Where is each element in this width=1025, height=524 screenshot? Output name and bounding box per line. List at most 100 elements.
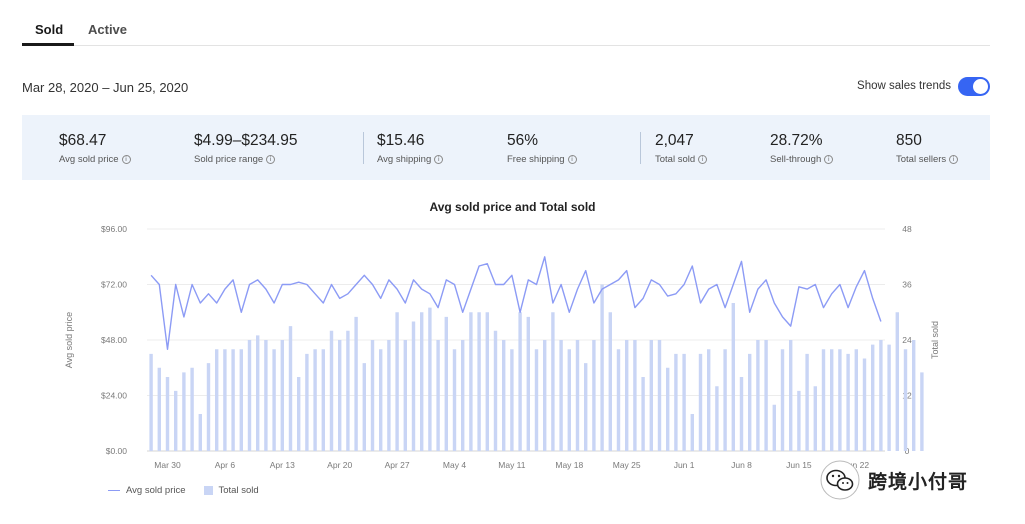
info-icon[interactable]: i bbox=[698, 155, 708, 164]
bar bbox=[321, 349, 325, 451]
y-left-tick-label: $24.00 bbox=[101, 391, 127, 401]
legend-bar-swatch bbox=[203, 486, 213, 495]
bar bbox=[502, 340, 506, 451]
x-tick-label: Jun 22 bbox=[844, 460, 870, 470]
legend-item-total-sold[interactable]: Total sold bbox=[218, 485, 259, 496]
bar bbox=[567, 349, 571, 451]
stat-label: Sell-through bbox=[770, 154, 822, 165]
bar bbox=[182, 372, 186, 451]
bar bbox=[920, 372, 924, 451]
bar bbox=[362, 363, 366, 451]
stat-value: $15.46 bbox=[377, 132, 425, 149]
y-left-tick-label: $72.00 bbox=[101, 280, 127, 290]
bar bbox=[403, 340, 407, 451]
bar bbox=[789, 340, 793, 451]
watermark: 跨境小付哥 bbox=[820, 460, 968, 500]
bar bbox=[272, 349, 276, 451]
info-icon[interactable]: i bbox=[434, 155, 444, 164]
bar bbox=[797, 390, 801, 451]
bar bbox=[707, 349, 711, 451]
toggle-knob bbox=[973, 79, 988, 94]
bar bbox=[633, 340, 637, 451]
y-left-tick-label: $96.00 bbox=[101, 224, 127, 234]
bar bbox=[690, 414, 694, 451]
bar bbox=[297, 377, 301, 451]
sales-trends-toggle[interactable] bbox=[958, 77, 990, 96]
info-icon[interactable]: i bbox=[824, 155, 834, 164]
bar bbox=[231, 349, 235, 451]
bar bbox=[329, 330, 334, 451]
bar bbox=[846, 353, 850, 451]
bar bbox=[387, 340, 391, 451]
bar bbox=[616, 349, 621, 451]
chart-title: Avg sold price and Total sold bbox=[429, 200, 596, 214]
stat-value: $68.47 bbox=[59, 132, 107, 149]
chart-legend: Avg sold price Total sold bbox=[108, 485, 259, 496]
sales-trends-label: Show sales trends bbox=[857, 80, 951, 92]
bar bbox=[190, 367, 194, 451]
tab-active[interactable]: Active bbox=[88, 22, 128, 37]
stat-free-shipping: 56% Free shipping i bbox=[507, 132, 577, 165]
x-tick-label: Mar 30 bbox=[154, 460, 181, 470]
bar bbox=[411, 321, 416, 451]
bar bbox=[493, 330, 498, 451]
legend-item-avg-sold-price[interactable]: Avg sold price bbox=[126, 485, 186, 496]
stat-sold-price-range: $4.99–$234.95 Sold price range i bbox=[194, 132, 297, 165]
x-tick-label: Jun 8 bbox=[731, 460, 752, 470]
stat-label: Total sold bbox=[655, 154, 696, 165]
bar bbox=[338, 340, 342, 451]
y-right-axis-title: Total sold bbox=[930, 321, 940, 359]
bar bbox=[543, 340, 547, 451]
bar bbox=[666, 367, 670, 451]
bar bbox=[354, 316, 358, 451]
bar bbox=[649, 340, 653, 451]
bar bbox=[748, 353, 752, 451]
bar bbox=[485, 312, 489, 451]
x-tick-label: May 18 bbox=[555, 460, 583, 470]
bar bbox=[682, 353, 686, 451]
bar bbox=[477, 312, 481, 451]
bar bbox=[830, 349, 834, 451]
bar bbox=[428, 307, 432, 451]
bar bbox=[657, 340, 662, 451]
stat-divider bbox=[640, 132, 641, 164]
bar bbox=[370, 340, 375, 451]
bar bbox=[871, 344, 875, 451]
stat-label: Sold price range bbox=[194, 154, 264, 165]
bar bbox=[174, 390, 178, 451]
bar bbox=[534, 349, 539, 451]
stat-label: Free shipping bbox=[507, 154, 565, 165]
y-right-tick-label: 36 bbox=[902, 280, 912, 290]
stat-divider bbox=[363, 132, 364, 164]
bar bbox=[239, 349, 243, 451]
date-range: Mar 28, 2020 – Jun 25, 2020 bbox=[22, 80, 189, 95]
x-tick-label: May 4 bbox=[443, 460, 466, 470]
bar bbox=[592, 340, 596, 451]
x-tick-label: Apr 13 bbox=[270, 460, 295, 470]
tab-sold[interactable]: Sold bbox=[35, 22, 64, 37]
bar bbox=[715, 386, 719, 451]
bar bbox=[739, 377, 744, 451]
y-left-axis-title: Avg sold price bbox=[64, 312, 74, 368]
bar bbox=[395, 312, 399, 451]
x-tick-label: Apr 6 bbox=[215, 460, 236, 470]
stat-label: Avg shipping bbox=[377, 154, 432, 165]
bar bbox=[518, 312, 522, 451]
stat-total-sold: 2,047 Total sold i bbox=[655, 132, 708, 165]
info-icon[interactable]: i bbox=[266, 155, 276, 164]
bar bbox=[903, 349, 908, 451]
bar bbox=[821, 349, 826, 451]
stat-avg-shipping: $15.46 Avg shipping i bbox=[377, 132, 444, 165]
bar bbox=[165, 377, 170, 451]
bar bbox=[838, 349, 842, 451]
bar bbox=[575, 340, 580, 451]
x-tick-label: May 11 bbox=[498, 460, 526, 470]
bar bbox=[346, 330, 350, 451]
info-icon[interactable]: i bbox=[567, 155, 577, 164]
bar bbox=[256, 335, 260, 451]
info-icon[interactable]: i bbox=[121, 155, 131, 164]
stat-label: Avg sold price bbox=[59, 154, 119, 165]
bar bbox=[526, 316, 530, 451]
info-icon[interactable]: i bbox=[949, 155, 959, 164]
